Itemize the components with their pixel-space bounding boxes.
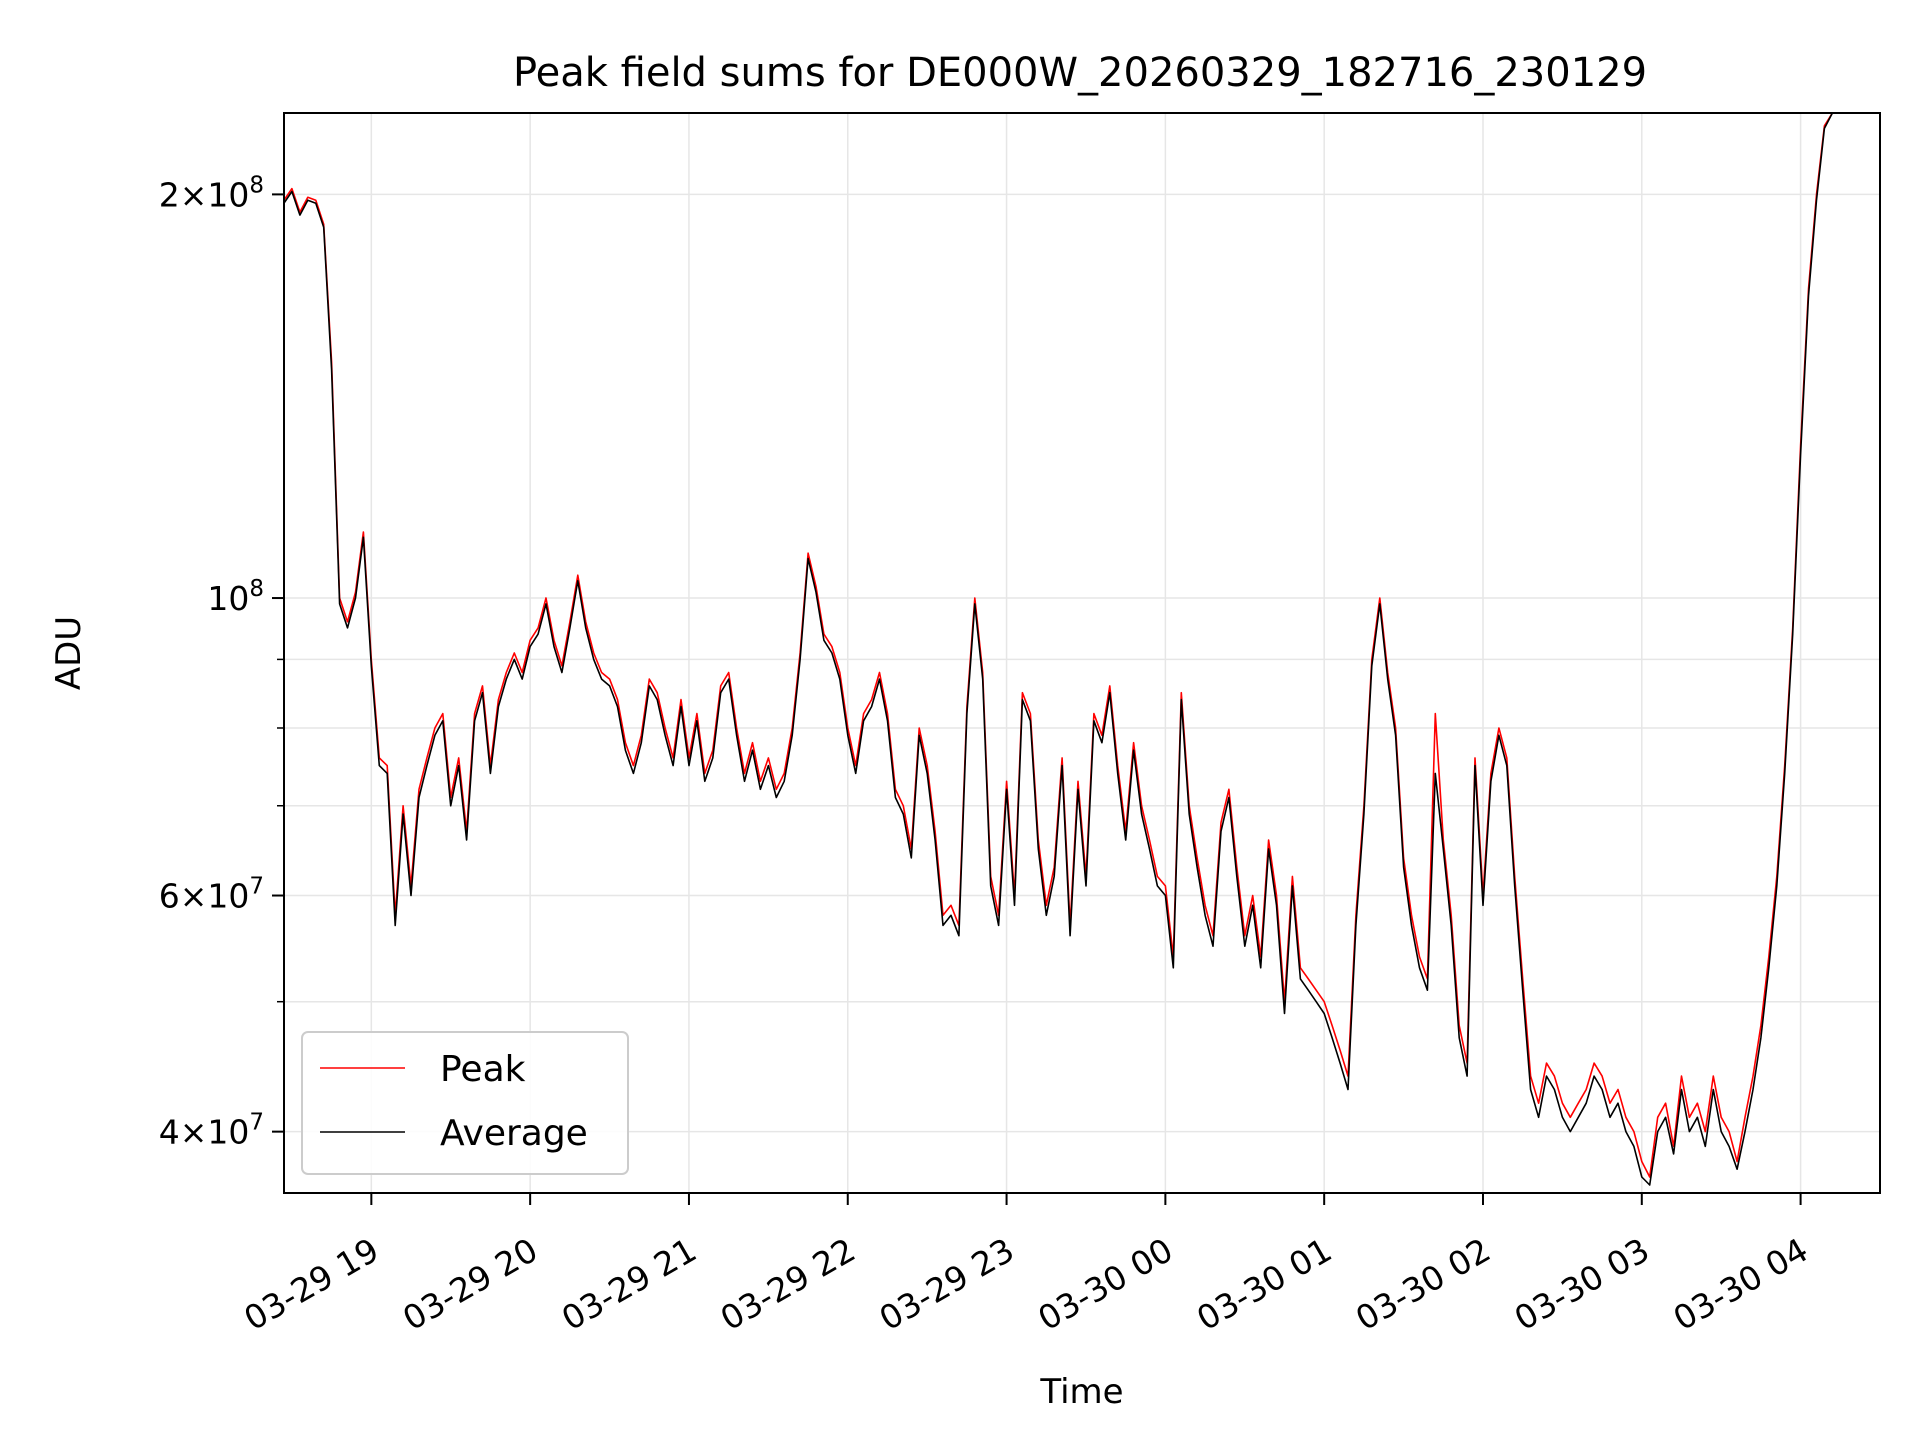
x-tick-label: 03-30 01 — [1190, 1230, 1338, 1338]
series-line-average — [284, 113, 1865, 1186]
x-tick-label: 03-30 00 — [1031, 1230, 1179, 1338]
x-axis-label: Time — [1039, 1372, 1123, 1412]
y-tick-label: 108 — [207, 576, 264, 618]
y-axis: 4×107 6×107 108 2×108 — [159, 172, 284, 1152]
x-tick-label: 03-29 23 — [873, 1230, 1021, 1338]
legend: Peak Average — [301, 1031, 629, 1175]
legend-label-peak: Peak — [440, 1049, 526, 1090]
x-tick-label: 03-30 04 — [1667, 1230, 1815, 1338]
series-line-peak — [284, 113, 1865, 1178]
x-tick-label: 03-30 03 — [1508, 1230, 1656, 1338]
chart-title: Peak field sums for DE000W_20260329_1827… — [513, 50, 1647, 96]
grid — [284, 113, 1880, 1193]
y-axis-label: ADU — [49, 616, 89, 690]
legend-label-average: Average — [440, 1113, 588, 1154]
x-tick-label: 03-29 21 — [555, 1230, 703, 1338]
y-tick-label: 4×107 — [159, 1110, 264, 1152]
x-tick-label: 03-29 22 — [714, 1230, 862, 1338]
y-tick-label: 2×108 — [159, 172, 264, 214]
series-lines — [284, 113, 1865, 1186]
x-tick-label: 03-29 19 — [237, 1230, 385, 1338]
x-tick-label: 03-30 02 — [1349, 1230, 1497, 1338]
y-tick-label: 6×107 — [159, 874, 264, 916]
plot-frame — [283, 112, 1881, 1194]
x-axis: 03-29 19 03-29 20 03-29 21 03-29 22 03-29 23… — [237, 1193, 1815, 1338]
x-tick-label: 03-29 20 — [396, 1230, 544, 1338]
